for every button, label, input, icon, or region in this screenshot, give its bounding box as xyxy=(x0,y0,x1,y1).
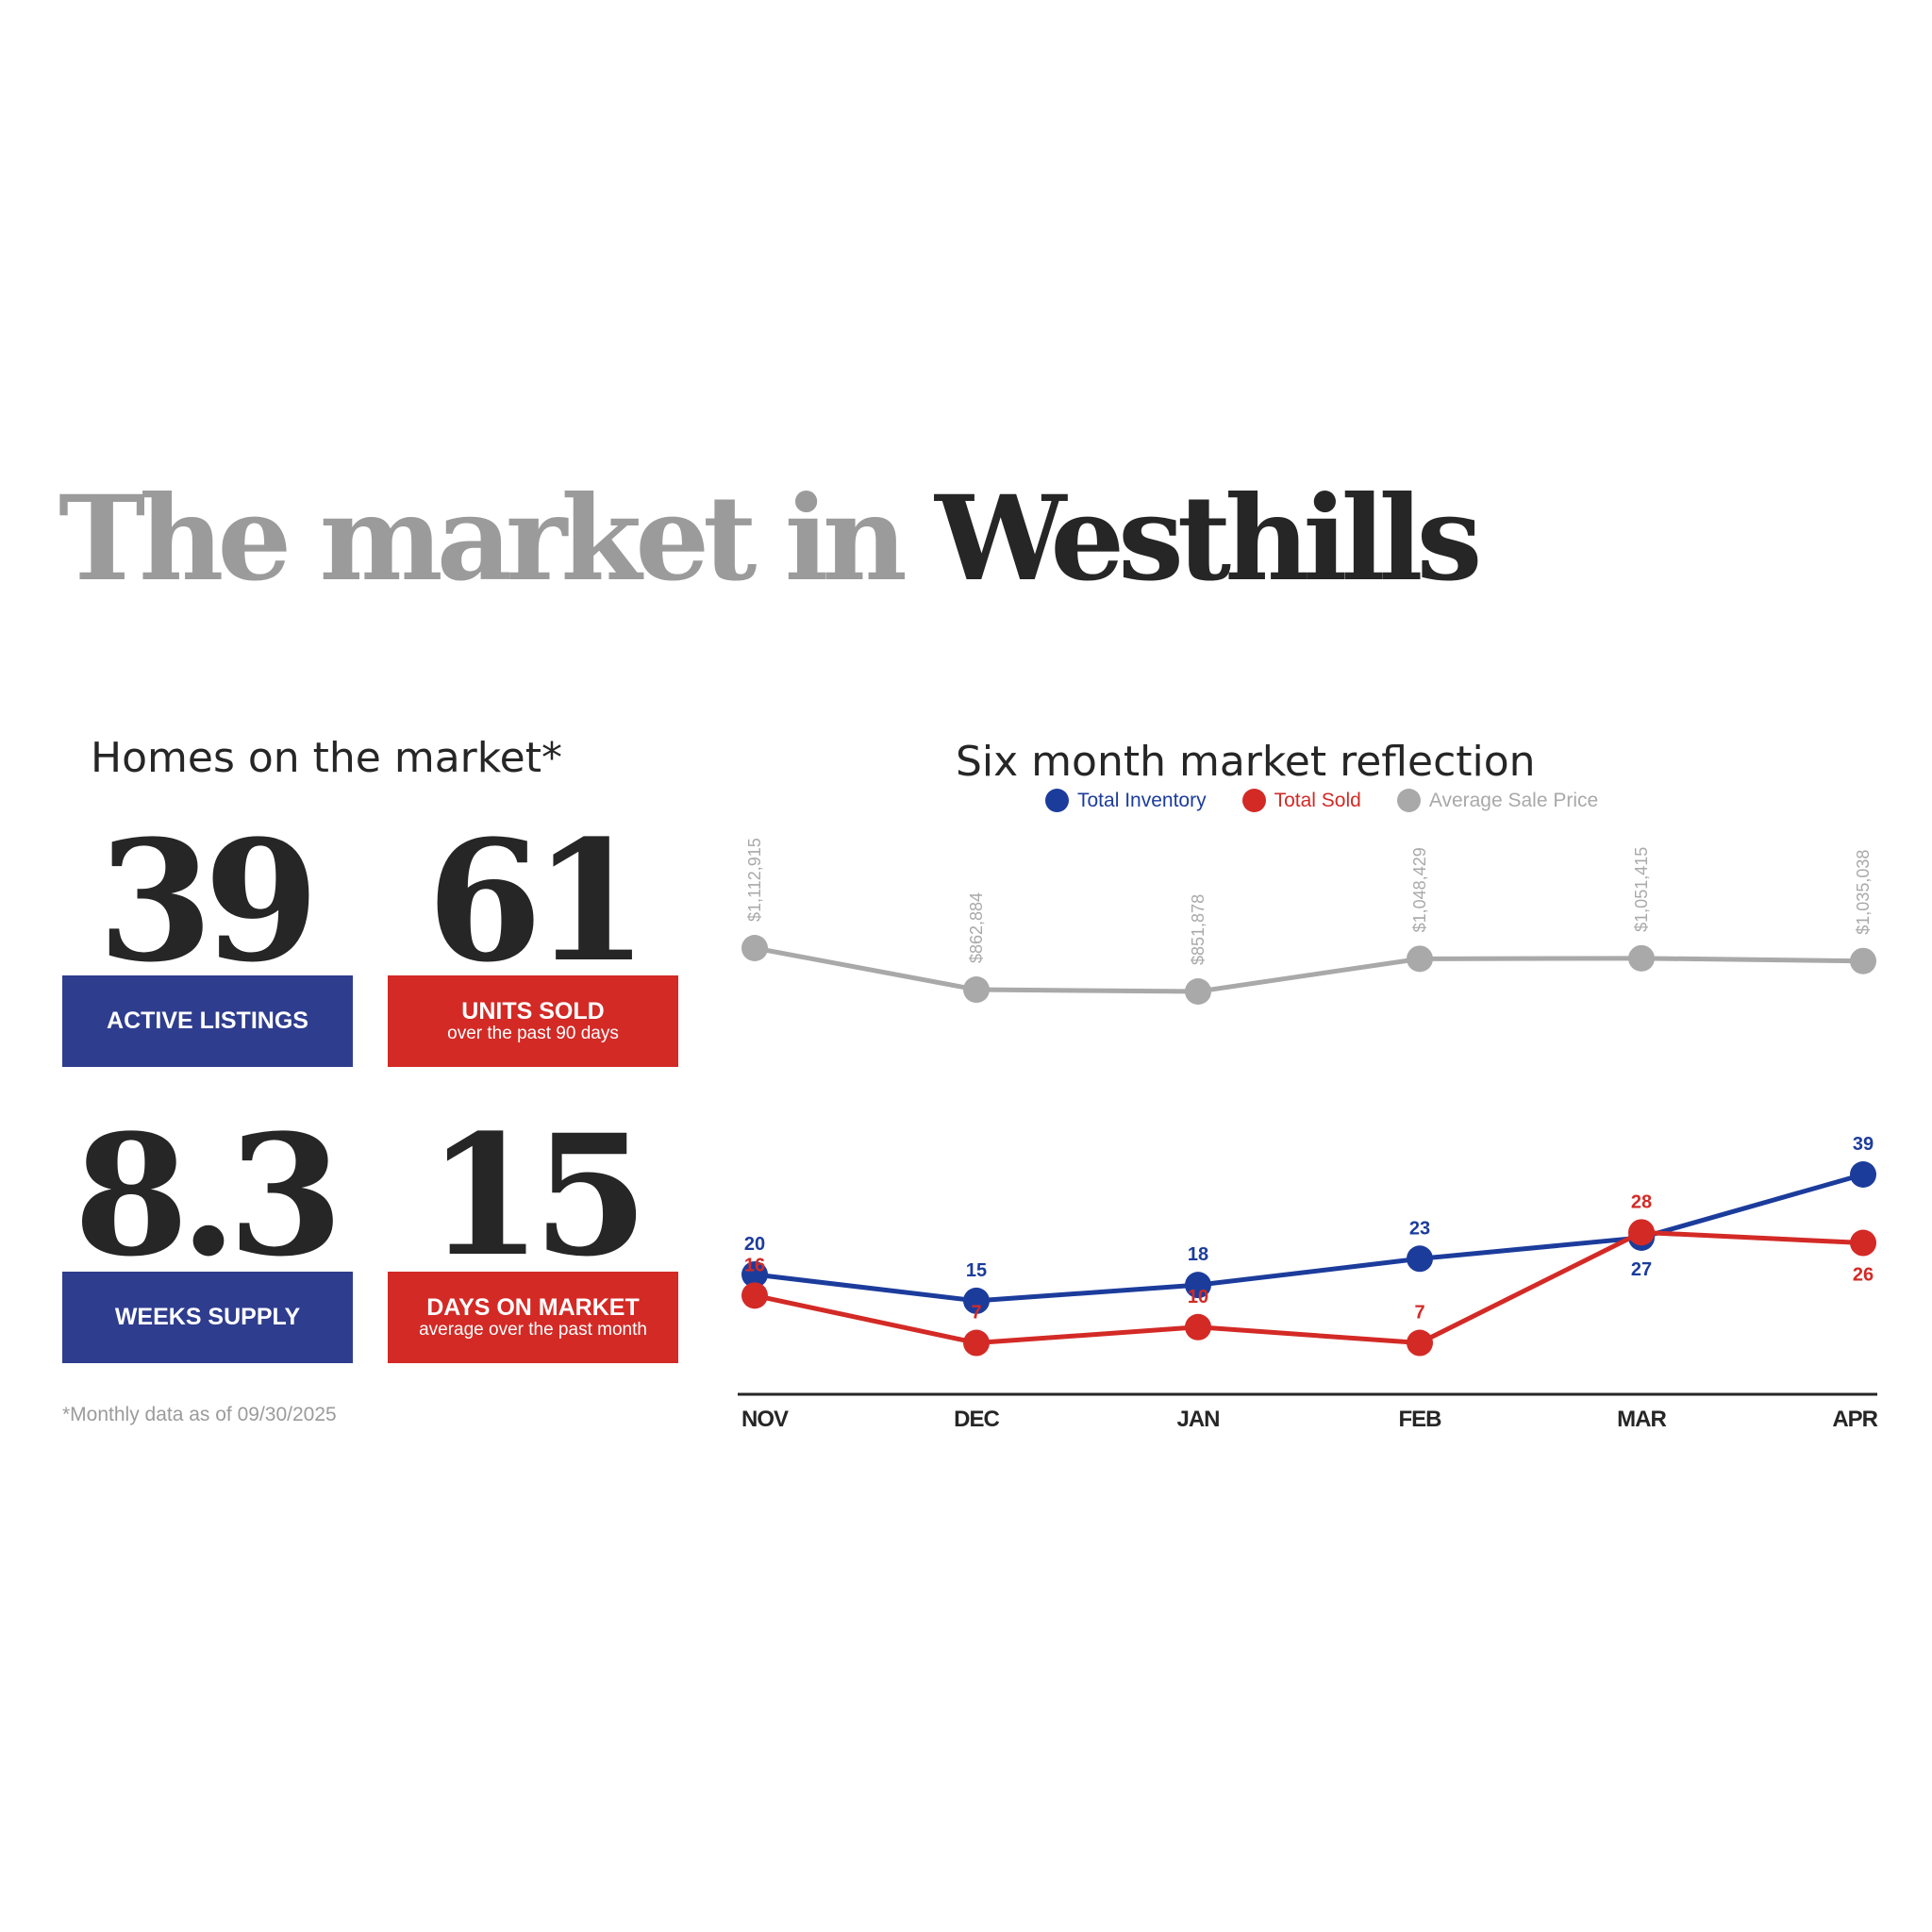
inventory-data-label-mar: 27 xyxy=(1631,1259,1652,1280)
days-on-market-box: DAYS ON MARKET average over the past mon… xyxy=(388,1272,678,1363)
days-on-market-label: DAYS ON MARKET xyxy=(426,1294,640,1322)
sold-data-label-nov: 16 xyxy=(744,1255,765,1275)
days-on-market-sublabel: average over the past month xyxy=(419,1319,647,1340)
inventory-point-dec xyxy=(963,1287,990,1314)
inventory-data-label-dec: 15 xyxy=(966,1260,987,1281)
x-tick-label-dec: DEC xyxy=(954,1407,999,1432)
sold-point-jan xyxy=(1185,1313,1211,1341)
sold-line xyxy=(754,1229,1864,1346)
sold-data-label-feb: 7 xyxy=(1414,1303,1424,1324)
inventory-data-label-jan: 18 xyxy=(1188,1244,1208,1265)
price-point-apr xyxy=(1850,947,1876,974)
sold-point-dec xyxy=(963,1329,990,1357)
chart-legend: Total Inventory Total Sold Average Sale … xyxy=(1045,789,1634,812)
price-data-label-feb: $1,048,429 xyxy=(1410,847,1429,932)
price-line xyxy=(754,945,1864,994)
headline-prefix: The market in xyxy=(58,471,936,608)
legend-swatch-inventory xyxy=(1045,789,1069,812)
inventory-point-jan xyxy=(1185,1272,1211,1299)
sold-point-apr xyxy=(1850,1229,1876,1257)
homes-section-title: Homes on the market* xyxy=(91,734,562,782)
units-sold-label: UNITS SOLD xyxy=(461,998,605,1025)
data-footnote: *Monthly data as of 09/30/2025 xyxy=(62,1404,337,1425)
units-sold-box: UNITS SOLD over the past 90 days xyxy=(388,975,678,1067)
x-tick-label-jan: JAN xyxy=(1176,1407,1219,1432)
legend-swatch-price xyxy=(1396,789,1421,812)
sold-point-mar xyxy=(1628,1219,1655,1246)
inventory-line xyxy=(754,1172,1864,1304)
price-data-label-nov: $1,112,915 xyxy=(745,838,764,922)
weeks-supply-label: WEEKS SUPPLY xyxy=(114,1304,301,1331)
legend-label-inventory: Total Inventory xyxy=(1077,789,1207,811)
inventory-data-label-nov: 20 xyxy=(744,1234,765,1255)
active-listings-value: 39 xyxy=(97,804,320,999)
x-tick-label-mar: MAR xyxy=(1617,1407,1666,1432)
price-point-mar xyxy=(1628,944,1655,972)
sold-data-label-jan: 10 xyxy=(1188,1287,1208,1307)
active-listings-label: ACTIVE LISTINGS xyxy=(107,1008,308,1035)
price-point-nov xyxy=(741,935,768,961)
legend-label-sold: Total Sold xyxy=(1274,789,1361,811)
inventory-point-nov xyxy=(741,1261,768,1288)
price-point-feb xyxy=(1407,945,1433,973)
legend-item-sold: Total Sold xyxy=(1241,789,1361,812)
x-tick-label-feb: FEB xyxy=(1399,1407,1442,1432)
days-on-market-value: 15 xyxy=(426,1098,649,1293)
sold-point-nov xyxy=(741,1282,768,1309)
inventory-point-feb xyxy=(1407,1245,1433,1273)
price-point-jan xyxy=(1185,978,1211,1005)
price-data-label-mar: $1,051,415 xyxy=(1632,847,1651,932)
price-data-label-apr: $1,035,038 xyxy=(1854,850,1873,935)
legend-swatch-sold xyxy=(1241,789,1266,812)
inventory-data-label-feb: 23 xyxy=(1409,1218,1430,1239)
sold-data-label-apr: 26 xyxy=(1853,1265,1874,1286)
weeks-supply-box: WEEKS SUPPLY xyxy=(62,1272,353,1363)
price-data-label-dec: $862,884 xyxy=(967,892,986,963)
price-point-dec xyxy=(963,976,990,1004)
units-sold-sublabel: over the past 90 days xyxy=(447,1023,619,1043)
units-sold-value: 61 xyxy=(426,804,649,999)
sold-point-feb xyxy=(1407,1329,1433,1357)
chart-title: Six month market reflection xyxy=(956,738,1536,786)
active-listings-box: ACTIVE LISTINGS xyxy=(62,975,353,1067)
legend-item-price: Average Sale Price xyxy=(1396,789,1599,812)
inventory-data-label-apr: 39 xyxy=(1853,1134,1874,1155)
x-tick-label-apr: APR xyxy=(1832,1407,1877,1432)
page-headline: The market in Westhills xyxy=(58,481,1482,598)
price-data-label-jan: $851,878 xyxy=(1189,894,1208,965)
legend-item-inventory: Total Inventory xyxy=(1045,789,1207,812)
headline-location: Westhills xyxy=(935,471,1482,608)
weeks-supply-value: 8.3 xyxy=(73,1098,343,1293)
sold-data-label-dec: 7 xyxy=(971,1303,981,1324)
x-tick-label-nov: NOV xyxy=(741,1407,789,1432)
inventory-point-apr xyxy=(1850,1161,1876,1188)
legend-label-price: Average Sale Price xyxy=(1428,789,1599,811)
sold-data-label-mar: 28 xyxy=(1631,1191,1652,1212)
